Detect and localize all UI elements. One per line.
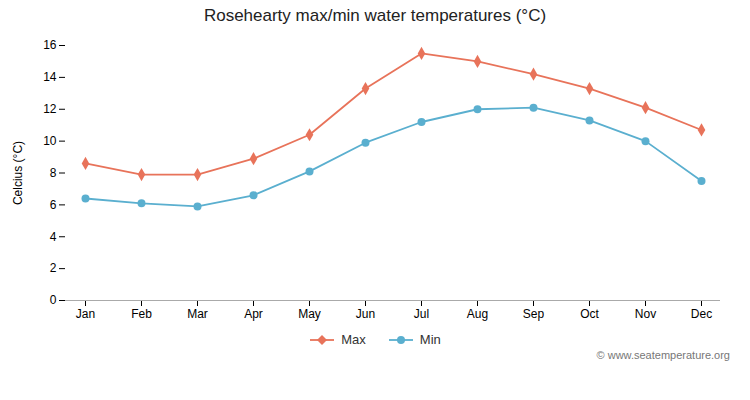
svg-text:4: 4 xyxy=(50,230,57,244)
svg-text:Aug: Aug xyxy=(467,307,488,321)
svg-text:Celcius (°C): Celcius (°C) xyxy=(11,141,25,205)
html-text:Max: Max xyxy=(341,332,366,347)
svg-text:Sep: Sep xyxy=(523,307,545,321)
svg-text:16: 16 xyxy=(43,38,57,52)
svg-text:Oct: Oct xyxy=(580,307,599,321)
svg-text:2: 2 xyxy=(50,261,57,275)
svg-text:May: May xyxy=(298,307,321,321)
svg-text:Apr: Apr xyxy=(244,307,263,321)
svg-text:Jul: Jul xyxy=(414,307,429,321)
svg-text:0: 0 xyxy=(50,293,57,307)
svg-text:6: 6 xyxy=(50,198,57,212)
svg-text:8: 8 xyxy=(50,166,57,180)
svg-text:Dec: Dec xyxy=(691,307,712,321)
svg-text:12: 12 xyxy=(43,102,57,116)
html-text:Rosehearty max/min water tempe: Rosehearty max/min water temperatures (°… xyxy=(203,6,547,25)
svg-text:Mar: Mar xyxy=(187,307,208,321)
svg-text:Nov: Nov xyxy=(635,307,656,321)
svg-text:Jan: Jan xyxy=(76,307,95,321)
svg-text:10: 10 xyxy=(43,134,57,148)
svg-text:Feb: Feb xyxy=(131,307,152,321)
html-text:Min: Min xyxy=(419,332,441,347)
html-text:© www.seatemperature.org: © www.seatemperature.org xyxy=(596,349,730,361)
svg-text:Jun: Jun xyxy=(356,307,375,321)
svg-text:14: 14 xyxy=(43,70,57,84)
